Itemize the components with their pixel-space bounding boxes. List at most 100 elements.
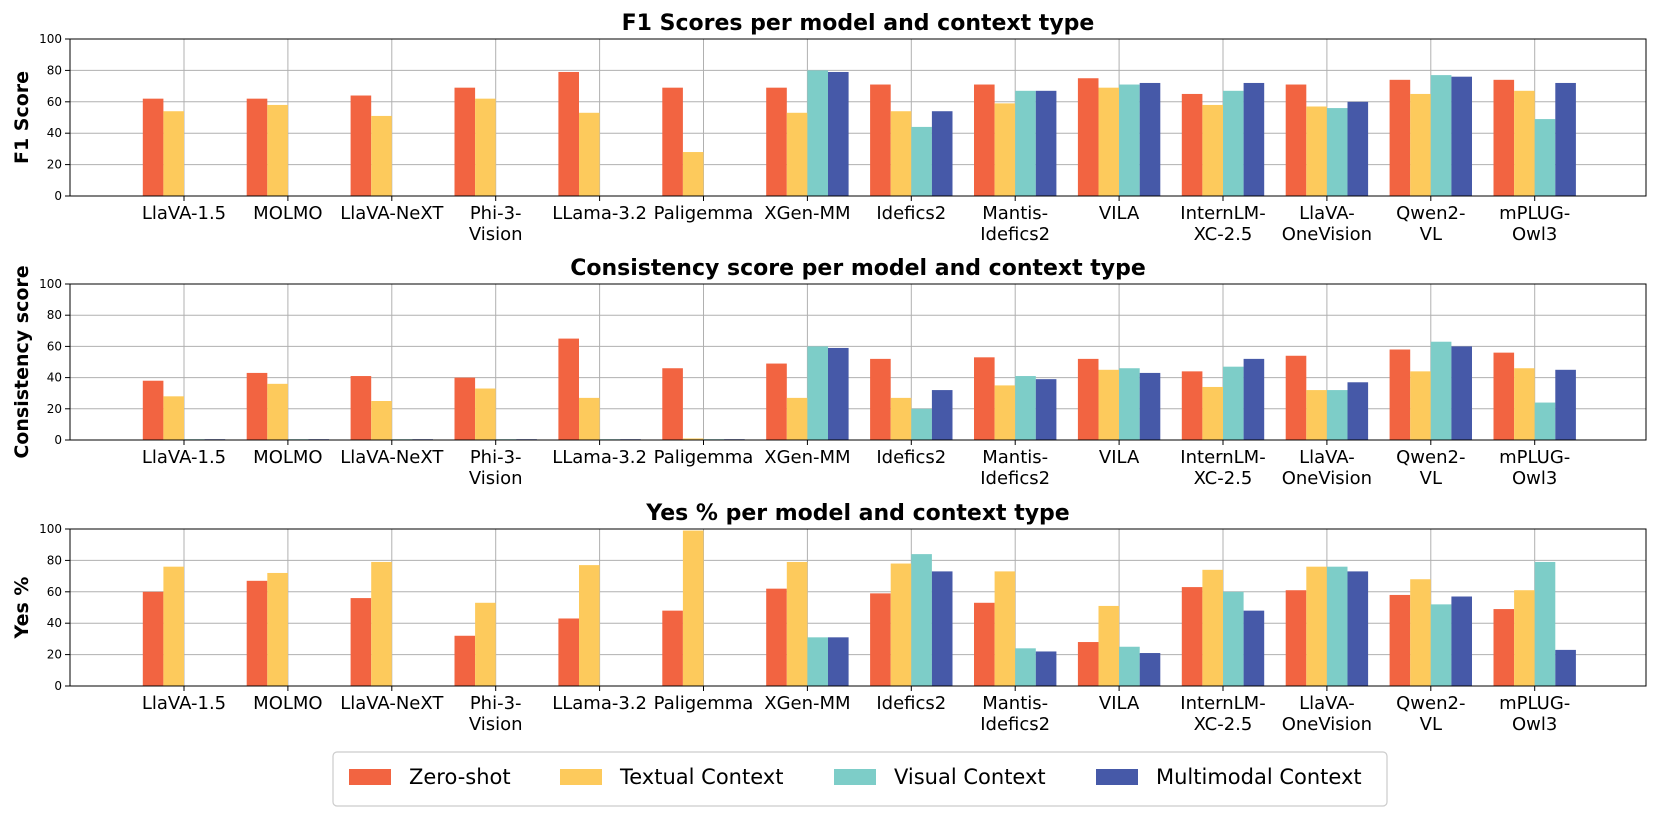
x-tick-label: LlaVA-1.5 — [142, 203, 226, 224]
x-tick-label: Phi-3-Vision — [469, 447, 523, 489]
x-tick-label: InternLM-XC-2.5 — [1180, 447, 1265, 489]
bar-textual-context — [267, 572, 288, 686]
y-tick-label: 60 — [47, 339, 62, 353]
bar-textual-context — [994, 103, 1016, 196]
y-tick-label: 20 — [47, 158, 62, 172]
bar-textual-context — [163, 566, 184, 686]
y-tick-label: 40 — [47, 616, 62, 630]
x-tick-label: Qwen2-VL — [1396, 693, 1465, 735]
bar-textual-context — [475, 98, 496, 196]
bar-multimodal-context — [828, 637, 849, 686]
bar-textual-context — [1514, 368, 1535, 440]
bar-zero-shot — [1389, 79, 1411, 196]
bar-zero-shot — [1077, 358, 1099, 440]
y-tick-label: 40 — [47, 371, 62, 385]
bar-zero-shot — [1389, 349, 1411, 440]
bar-textual-context — [1306, 106, 1327, 196]
chart-panel-3: 0 20 40 60 80 100 LlaVA-1.5 MOLMO LlaVA-NeXT Phi-… — [11, 501, 1647, 735]
bar-visual-context — [1430, 341, 1452, 440]
y-tick-label: 60 — [47, 95, 62, 109]
x-tick-label: LlaVA-NeXT — [340, 693, 444, 714]
x-tick-label: Paligemma — [654, 447, 754, 468]
bar-textual-context — [1098, 605, 1120, 686]
x-tick-label: LlaVA-OneVision — [1282, 693, 1372, 735]
bar-textual-context — [890, 111, 912, 196]
plot-frame — [69, 38, 1647, 197]
bar-textual-context — [1306, 390, 1327, 440]
bar-multimodal-context — [828, 347, 849, 440]
bar-visual-context — [1015, 648, 1036, 686]
x-tick-label: InternLM-XC-2.5 — [1180, 693, 1265, 735]
bar-textual-context — [1514, 90, 1535, 196]
y-tick-label: 20 — [47, 648, 62, 662]
bar-multimodal-context — [1243, 82, 1265, 196]
legend-item: Zero-shot — [349, 765, 511, 789]
bar-textual-context — [890, 397, 912, 440]
y-tick-label: 40 — [47, 126, 62, 140]
plot-frame — [69, 283, 1647, 441]
bar-visual-context — [1534, 119, 1556, 196]
bar-textual-context — [786, 561, 808, 686]
y-tick-label: 60 — [47, 585, 62, 599]
bar-visual-context — [807, 70, 828, 196]
x-tick-label: Qwen2-VL — [1396, 447, 1465, 489]
plot-frame — [69, 528, 1647, 687]
legend-item: Multimodal Context — [1096, 765, 1362, 789]
bar-zero-shot — [1493, 79, 1515, 196]
legend-item: Visual Context — [834, 765, 1046, 789]
chart-panel-2: 0 20 40 60 80 100 LlaVA-1.5 MOLMO LlaVA-NeXT Phi-… — [11, 256, 1647, 489]
y-tick-label: 20 — [47, 402, 62, 416]
legend-swatch — [834, 769, 876, 785]
bar-textual-context — [786, 397, 808, 440]
x-tick-label: Phi-3-Vision — [469, 693, 523, 735]
bar-textual-context — [579, 112, 600, 196]
y-tick-label: 80 — [47, 553, 62, 567]
bar-zero-shot — [974, 357, 995, 440]
bar-textual-context — [1098, 369, 1120, 440]
bar-multimodal-context — [1347, 101, 1369, 196]
bar-textual-context — [267, 383, 288, 440]
y-tick-label: 0 — [54, 189, 62, 203]
bar-textual-context — [1202, 386, 1223, 440]
x-tick-label: InternLM-XC-2.5 — [1180, 203, 1265, 245]
bar-zero-shot — [558, 71, 579, 196]
bar-multimodal-context — [1035, 651, 1057, 686]
x-tick-label: Qwen2-VL — [1396, 203, 1465, 245]
bar-visual-context — [1119, 646, 1140, 686]
bar-textual-context — [1514, 590, 1535, 686]
bar-zero-shot — [454, 635, 476, 686]
bar-zero-shot — [142, 591, 164, 686]
x-tick-label: LlaVA-OneVision — [1282, 203, 1372, 245]
bar-textual-context — [994, 385, 1016, 440]
bar-zero-shot — [558, 618, 579, 686]
legend-swatch — [560, 769, 602, 785]
bar-zero-shot — [1493, 352, 1515, 440]
bar-visual-context — [911, 554, 932, 686]
x-tick-label: mPLUG-Owl3 — [1499, 447, 1570, 489]
bar-textual-context — [682, 438, 704, 440]
legend-swatch — [349, 769, 391, 785]
x-tick-label: LLama-3.2 — [552, 447, 647, 468]
x-tick-label: XGen-MM — [764, 693, 850, 714]
bar-multimodal-context — [1451, 596, 1472, 686]
x-tick-label: LlaVA-NeXT — [340, 203, 444, 224]
bar-zero-shot — [1181, 371, 1203, 440]
x-tick-label: Idefics2 — [876, 693, 946, 714]
y-tick-label: 100 — [39, 277, 62, 291]
bar-visual-context — [1534, 402, 1556, 440]
bar-visual-context — [1326, 390, 1348, 440]
bar-zero-shot — [142, 98, 164, 196]
bar-zero-shot — [558, 338, 579, 440]
bar-zero-shot — [1285, 355, 1307, 440]
legend-label: Textual Context — [619, 765, 783, 789]
x-tick-label: Paligemma — [654, 203, 754, 224]
x-tick-label: LLama-3.2 — [552, 203, 647, 224]
y-tick-label: 0 — [54, 433, 62, 447]
bar-textual-context — [1410, 579, 1431, 686]
x-tick-label: Mantis-Idefics2 — [980, 203, 1050, 245]
y-axis-label: Consistency score — [11, 265, 33, 458]
bar-multimodal-context — [1555, 369, 1576, 440]
x-tick-label: VILA — [1099, 203, 1140, 224]
